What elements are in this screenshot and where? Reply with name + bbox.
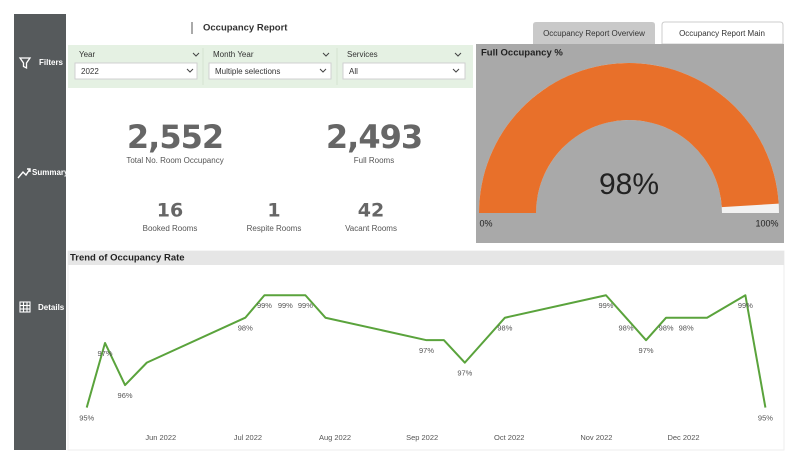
data-label: 99% [278,301,293,310]
chevron[interactable] [319,68,327,73]
data-label: 95% [758,414,773,423]
details-icon [19,301,31,313]
trend-title: Trend of Occupancy Rate [70,253,185,264]
dropdown[interactable] [342,62,466,80]
data-label: 97% [419,346,434,355]
tab-label[interactable]: Occupancy Report Main [679,29,765,38]
dropdown[interactable] [74,62,198,80]
gauge-arc [479,63,779,213]
chevron[interactable] [454,52,462,57]
data-label: 98% [497,324,512,333]
data-label: 99% [298,301,313,310]
data-label: 95% [79,414,94,423]
gauge-title: Full Occupancy % [481,48,563,59]
data-label: 98% [238,324,253,333]
gauge-tick-label: 0% [480,218,493,228]
kpi-value: 2,493 [326,118,422,156]
filter-value[interactable]: 2022 [81,67,99,76]
trend-line [85,294,767,408]
x-tick-label: Oct 2022 [494,433,524,442]
x-tick-label: Nov 2022 [580,433,612,442]
data-label: 99% [257,301,272,310]
kpi-label: Full Rooms [354,156,394,165]
data-label: 97% [98,349,113,358]
report-title: Occupancy Report [203,23,288,34]
data-label: 98% [659,324,674,333]
kpi-value: 1 [267,200,280,222]
tab[interactable] [661,21,784,45]
data-label: 99% [598,301,613,310]
x-tick-label: Jun 2022 [145,433,176,442]
data-label: 98% [679,324,694,333]
chevron[interactable] [452,68,460,73]
kpi-value: 2,552 [127,118,223,156]
data-label: 97% [457,369,472,378]
kpi-label: Vacant Rooms [345,224,397,233]
chevron[interactable] [186,68,194,73]
gauge-value-label: 98% [599,168,659,201]
filter-label: Month Year [213,50,254,59]
sidebar-item[interactable]: Details [38,303,65,312]
filter-value[interactable]: Multiple selections [215,67,280,76]
x-tick-label: Jul 2022 [234,433,262,442]
kpi-value: 16 [157,200,183,222]
sidebar-item[interactable]: Filters [39,58,64,67]
tab-label[interactable]: Occupancy Report Overview [543,29,645,38]
chevron[interactable] [192,52,200,57]
summary-icon [17,168,31,179]
data-label: 97% [639,346,654,355]
kpi-label: Booked Rooms [143,224,198,233]
data-label: 98% [619,324,634,333]
filter-value[interactable]: All [349,67,358,76]
filter-label: Services [347,50,378,59]
data-label: 99% [738,301,753,310]
filter-label: Year [79,50,96,59]
x-tick-label: Dec 2022 [667,433,699,442]
dropdown[interactable] [208,62,332,80]
kpi-value: 42 [358,200,384,222]
tab-active[interactable] [533,22,655,44]
sidebar [14,14,66,450]
trend-header [68,251,784,265]
data-label: 96% [118,391,133,400]
kpi-label: Respite Rooms [247,224,302,233]
chevron[interactable] [322,52,330,57]
gauge-tick-label: 100% [755,218,778,228]
sidebar-item[interactable]: Summary [32,168,69,177]
kpi-label: Total No. Room Occupancy [126,156,223,165]
filter-icon [18,57,32,70]
x-tick-label: Sep 2022 [406,433,438,442]
trend-panel [67,250,785,451]
x-tick-label: Aug 2022 [319,433,351,442]
